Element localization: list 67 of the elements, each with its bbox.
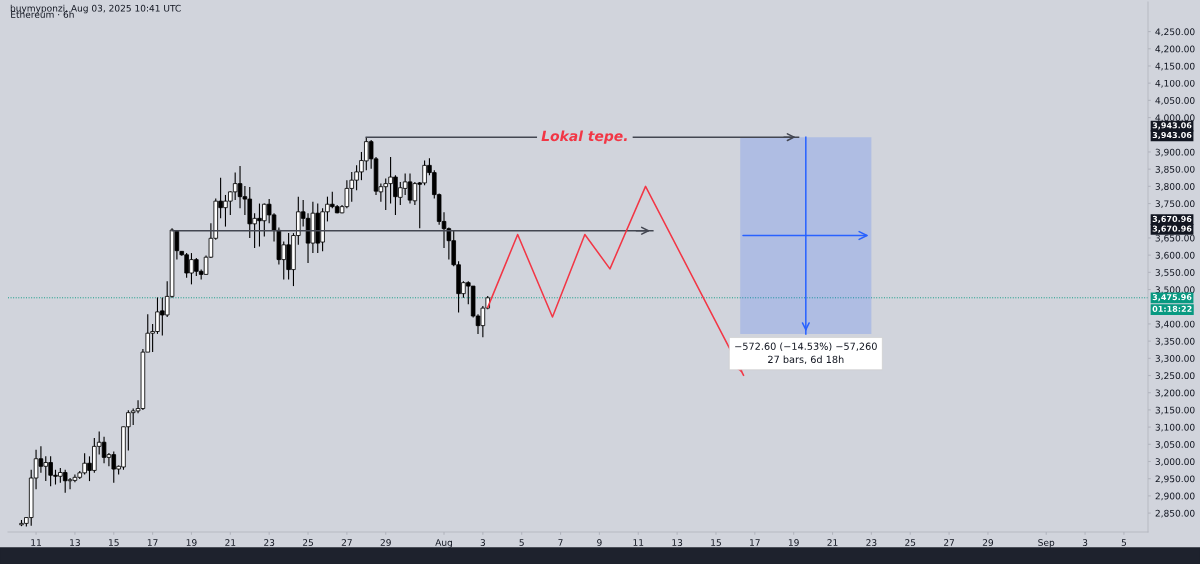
- text: 3,943.06: [1152, 132, 1192, 140]
- x-tick-label: 27: [944, 539, 955, 546]
- text: 01:18:22: [1152, 305, 1192, 312]
- y-tick-label: 3,650.00: [1155, 234, 1195, 243]
- x-tick-label: 21: [827, 539, 838, 546]
- y-tick-label: 3,300.00: [1155, 355, 1195, 363]
- x-tick-label: 23: [866, 539, 877, 546]
- y-tick-label: 4,200.00: [1155, 45, 1195, 54]
- text: 3,670.96: [1152, 215, 1192, 223]
- text: 3,670.96: [1152, 225, 1192, 233]
- y-tick-label: 3,850.00: [1155, 165, 1195, 174]
- y-tick-label: 3,150.00: [1155, 406, 1195, 415]
- annotation: Lokal tepe.: [541, 130, 627, 144]
- y-tick-label: 4,250.00: [1155, 28, 1195, 37]
- y-tick-label: 2,850.00: [1155, 509, 1195, 518]
- y-tick-label: 3,900.00: [1155, 148, 1195, 157]
- x-tick-label: 11: [633, 539, 644, 546]
- x-tick-label: 25: [302, 539, 313, 546]
- y-tick-label: 3,250.00: [1155, 372, 1195, 380]
- x-tick-label: 13: [70, 539, 80, 546]
- candlestick: [344, 179, 350, 209]
- x-tick-label: Aug: [435, 539, 452, 548]
- x-tick-label: 21: [225, 539, 236, 546]
- x-tick-label: 27: [341, 539, 352, 546]
- text: 3,943.06: [1152, 122, 1192, 130]
- y-tick-label: 4,100.00: [1155, 79, 1195, 88]
- y-tick-label: 3,400.00: [1155, 320, 1195, 329]
- x-tick-label: 19: [788, 539, 799, 546]
- y-tick-label: 2,950.00: [1155, 475, 1195, 484]
- x-tick-label: 9: [597, 539, 602, 546]
- x-tick-label: 15: [711, 539, 721, 546]
- ref-line-label: 3,475.96: [1152, 294, 1192, 302]
- x-tick-label: 7: [558, 539, 563, 546]
- y-tick-label: 3,350.00: [1155, 337, 1195, 346]
- y-tick-label: 3,200.00: [1155, 389, 1195, 398]
- y-tick-label: 3,050.00: [1155, 441, 1195, 449]
- y-tick-label: 2,900.00: [1155, 492, 1195, 501]
- x-tick-label: 13: [672, 539, 683, 546]
- y-tick-label: 3,000.00: [1155, 458, 1195, 466]
- y-tick-label: 3,550.00: [1155, 269, 1195, 277]
- x-tick-label: 19: [186, 539, 197, 546]
- candlestick: [101, 436, 107, 464]
- candlestick: [412, 181, 418, 206]
- x-tick-label: 17: [750, 539, 760, 546]
- x-tick-label: 3: [1082, 539, 1088, 546]
- y-tick-label: 3,800.00: [1155, 183, 1195, 191]
- y-tick-label: 4,000.00: [1155, 114, 1195, 123]
- y-tick-label: 3,100.00: [1155, 423, 1195, 432]
- x-tick-label: 29: [982, 539, 994, 546]
- x-tick-label: 5: [1121, 539, 1126, 546]
- x-tick-label: 25: [905, 539, 916, 546]
- x-tick-label: 5: [519, 539, 524, 546]
- x-tick-label: 29: [380, 539, 391, 546]
- annotation: −572.60 (−14.53%) −57,260 27 bars, 6d 18h: [735, 342, 877, 365]
- x-tick-label: 3: [480, 539, 486, 546]
- candlestick: [62, 469, 68, 494]
- x-tick-label: 17: [147, 539, 158, 546]
- candlestick: [407, 173, 413, 205]
- y-tick-label: 3,500.00: [1155, 286, 1195, 295]
- x-tick-label: Sep: [1038, 539, 1055, 548]
- x-tick-label: 11: [31, 539, 41, 546]
- y-tick-label: 4,150.00: [1155, 62, 1195, 71]
- y-tick-label: 3,600.00: [1155, 251, 1195, 260]
- x-tick-label: 15: [109, 539, 119, 546]
- x-tick-label: 23: [264, 539, 275, 546]
- y-tick-label: 3,750.00: [1155, 200, 1195, 209]
- y-tick-label: 4,050.00: [1155, 97, 1195, 105]
